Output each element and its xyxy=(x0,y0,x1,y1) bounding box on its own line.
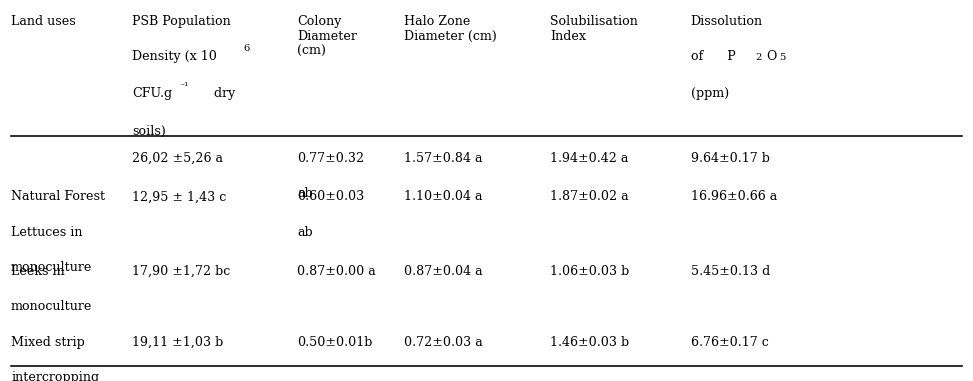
Text: O: O xyxy=(766,50,776,63)
Text: 0.87±0.00 a: 0.87±0.00 a xyxy=(298,264,376,277)
Text: 0.50±0.01b: 0.50±0.01b xyxy=(298,335,373,348)
Text: Density (x 10: Density (x 10 xyxy=(132,50,217,63)
Text: (ppm): (ppm) xyxy=(690,87,729,100)
Text: 2: 2 xyxy=(755,53,762,62)
Text: 16.96±0.66 a: 16.96±0.66 a xyxy=(690,190,776,203)
Text: 1.87±0.02 a: 1.87±0.02 a xyxy=(550,190,629,203)
Text: 26,02 ±5,26 a: 26,02 ±5,26 a xyxy=(132,152,223,165)
Text: 5: 5 xyxy=(778,53,785,62)
Text: Halo Zone
Diameter (cm): Halo Zone Diameter (cm) xyxy=(404,15,497,43)
Text: Solubilisation
Index: Solubilisation Index xyxy=(550,15,637,43)
Text: 0.87±0.04 a: 0.87±0.04 a xyxy=(404,264,483,277)
Text: Natural Forest: Natural Forest xyxy=(11,190,105,203)
Text: 5.45±0.13 d: 5.45±0.13 d xyxy=(690,264,770,277)
Text: 9.64±0.17 b: 9.64±0.17 b xyxy=(690,152,769,165)
Text: 1.57±0.84 a: 1.57±0.84 a xyxy=(404,152,483,165)
Text: 12,95 ± 1,43 c: 12,95 ± 1,43 c xyxy=(132,190,227,203)
Text: 17,90 ±1,72 bc: 17,90 ±1,72 bc xyxy=(132,264,231,277)
Text: soils): soils) xyxy=(132,125,166,138)
Text: intercropping: intercropping xyxy=(11,371,99,381)
Text: Lettuces in: Lettuces in xyxy=(11,226,83,239)
Text: ab: ab xyxy=(298,187,313,200)
Text: 1.94±0.42 a: 1.94±0.42 a xyxy=(550,152,628,165)
Text: monoculture: monoculture xyxy=(11,300,92,313)
Text: 0.77±0.32: 0.77±0.32 xyxy=(298,152,364,165)
Text: PSB Population: PSB Population xyxy=(132,15,231,28)
Text: 1.06±0.03 b: 1.06±0.03 b xyxy=(550,264,629,277)
Text: CFU.g: CFU.g xyxy=(132,87,172,100)
Text: Mixed strip: Mixed strip xyxy=(11,335,85,348)
Text: 1.46±0.03 b: 1.46±0.03 b xyxy=(550,335,629,348)
Text: 6.76±0.17 c: 6.76±0.17 c xyxy=(690,335,768,348)
Text: Colony
Diameter
(cm): Colony Diameter (cm) xyxy=(298,15,357,58)
Text: ab: ab xyxy=(298,226,313,239)
Text: Land uses: Land uses xyxy=(11,15,76,28)
Text: 0.72±0.03 a: 0.72±0.03 a xyxy=(404,335,483,348)
Text: 1.10±0.04 a: 1.10±0.04 a xyxy=(404,190,483,203)
Text: of      P: of P xyxy=(690,50,735,63)
Text: 6: 6 xyxy=(243,43,249,53)
Text: 0.60±0.03: 0.60±0.03 xyxy=(298,190,365,203)
Text: Leeks in: Leeks in xyxy=(11,264,65,277)
Text: ⁻¹: ⁻¹ xyxy=(179,82,188,91)
Text: dry: dry xyxy=(198,87,235,100)
Text: monoculture: monoculture xyxy=(11,261,92,274)
Text: 19,11 ±1,03 b: 19,11 ±1,03 b xyxy=(132,335,224,348)
Text: Dissolution: Dissolution xyxy=(690,15,763,28)
